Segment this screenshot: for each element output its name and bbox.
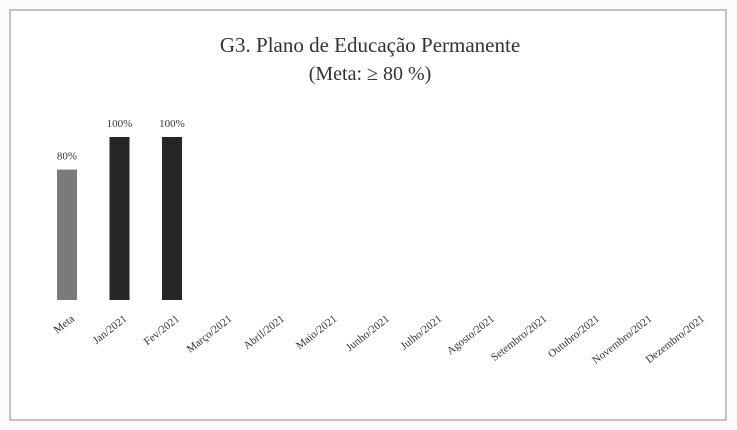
data-label: 100% (159, 118, 185, 130)
chart-title: G3. Plano de Educação Permanente (220, 33, 520, 57)
bar (162, 137, 182, 300)
data-label: 100% (107, 118, 133, 130)
bar (109, 137, 130, 300)
chart-subtitle: (Meta: ≥ 80 %) (309, 63, 432, 85)
bar (57, 169, 77, 300)
data-label: 80% (57, 151, 77, 163)
